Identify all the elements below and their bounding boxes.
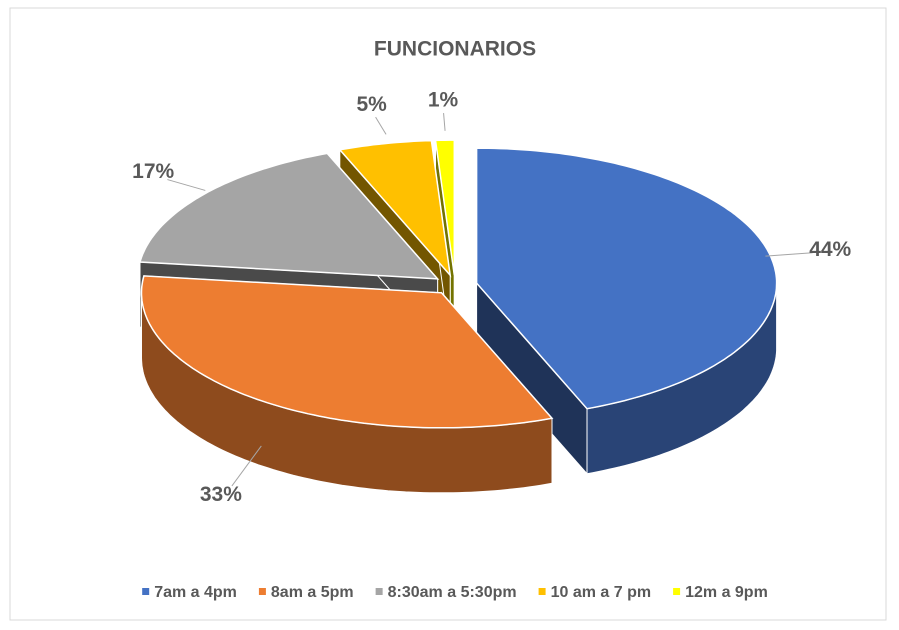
legend-swatch xyxy=(673,588,681,595)
legend-label: 7am a 4pm xyxy=(154,584,237,601)
legend-swatch xyxy=(142,588,150,595)
leader-line xyxy=(231,445,262,487)
data-label: 33% xyxy=(200,483,242,506)
chart-title: FUNCIONARIOS xyxy=(374,38,536,61)
legend-label: 10 am a 7 pm xyxy=(551,584,652,601)
leader-line xyxy=(443,113,446,131)
slice xyxy=(475,147,778,410)
slice xyxy=(140,275,554,429)
legend-label: 12m a 9pm xyxy=(685,584,768,601)
legend-label: 8am a 5pm xyxy=(271,584,354,601)
data-label: 44% xyxy=(809,238,851,261)
legend-swatch xyxy=(258,588,266,595)
legend-swatch xyxy=(375,588,383,595)
leader-line xyxy=(375,116,387,135)
data-label: 5% xyxy=(356,93,387,116)
data-label: 1% xyxy=(428,89,459,112)
slice xyxy=(434,139,456,276)
legend-swatch xyxy=(538,588,546,595)
data-label: 17% xyxy=(132,160,174,183)
legend-label: 8:30am a 5:30pm xyxy=(388,584,517,601)
leader-line xyxy=(765,252,813,257)
leader-line xyxy=(167,179,206,191)
slice xyxy=(338,139,452,278)
slice xyxy=(139,152,440,280)
